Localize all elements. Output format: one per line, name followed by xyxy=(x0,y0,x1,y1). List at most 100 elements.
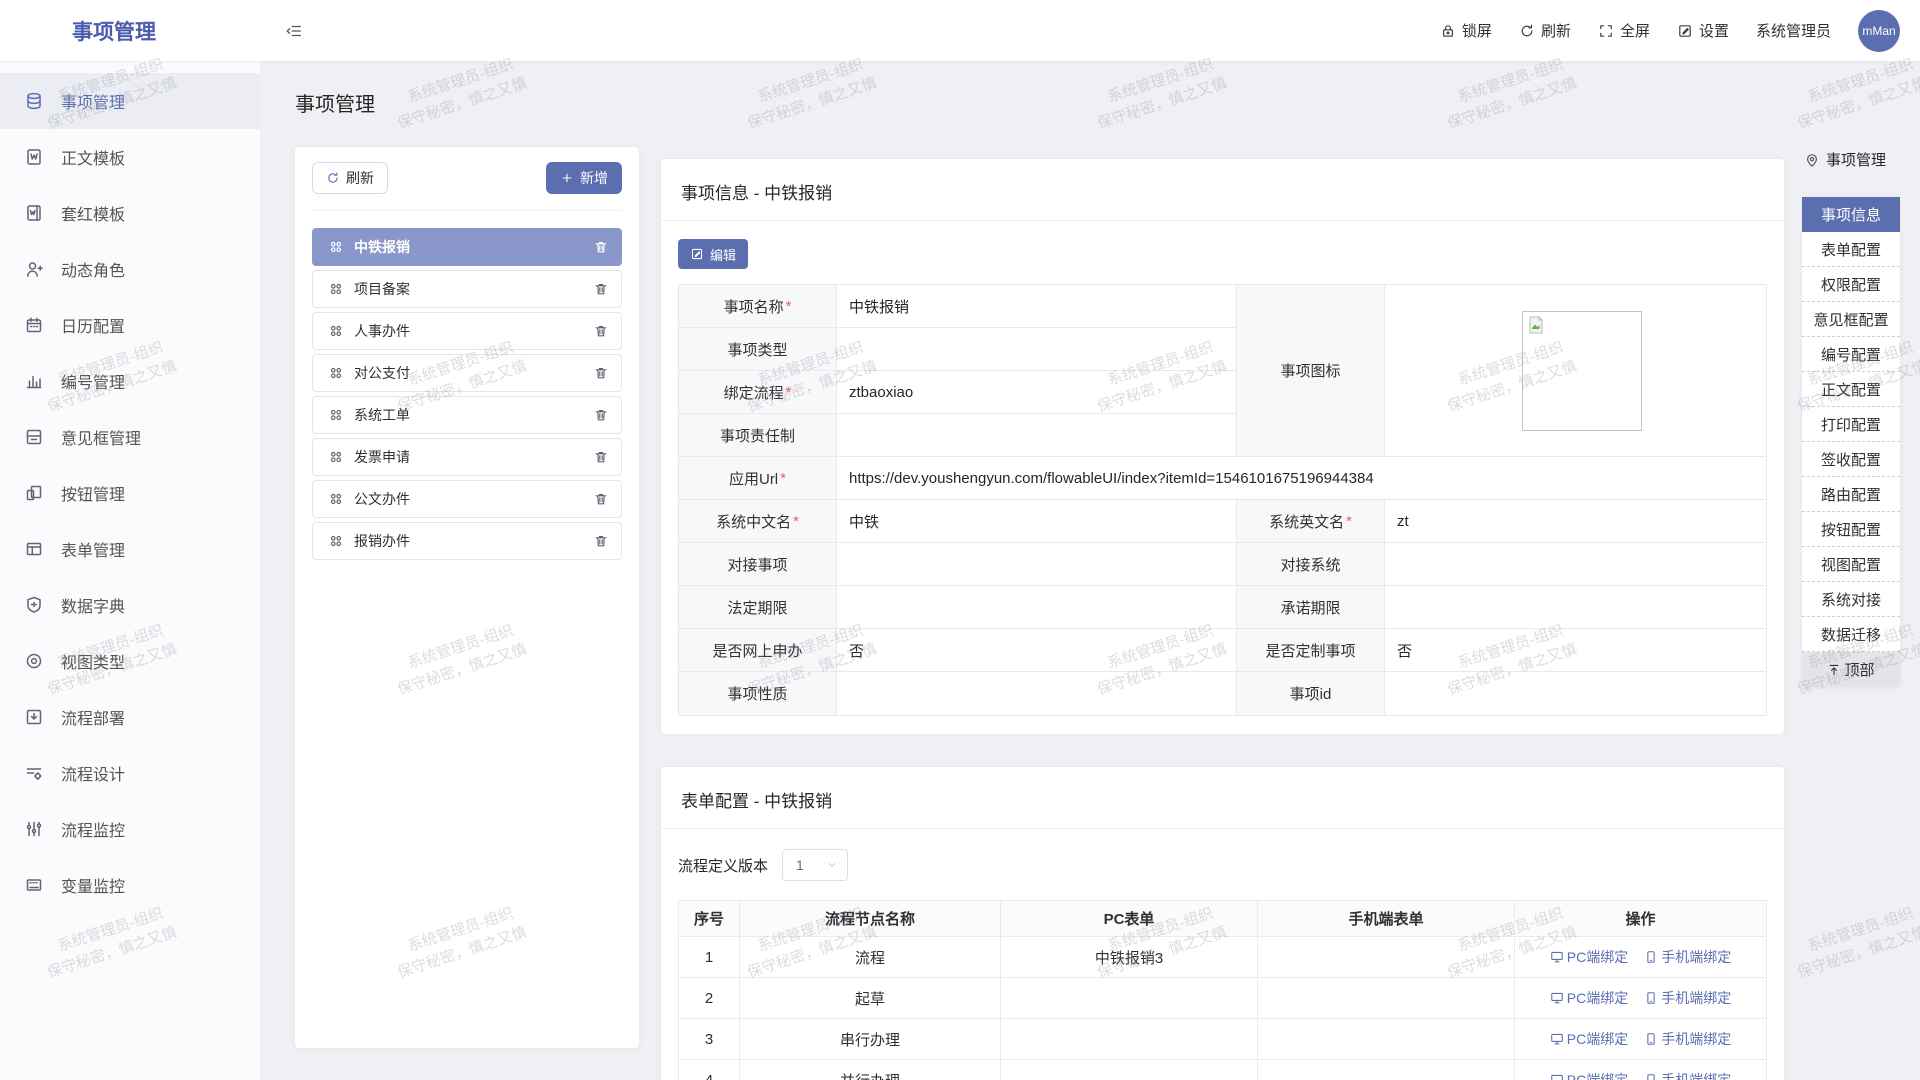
mobile-form xyxy=(1258,978,1515,1019)
anchor-item[interactable]: 表单配置 xyxy=(1802,232,1900,267)
sidebar-item[interactable]: 流程设计 xyxy=(0,745,260,801)
delete-icon[interactable] xyxy=(593,281,609,297)
mobile-bind-link[interactable]: 手机端绑定 xyxy=(1644,1029,1731,1049)
doc-template-icon xyxy=(24,147,44,167)
red-template-icon xyxy=(24,203,44,223)
sidebar-item[interactable]: 事项管理 xyxy=(0,73,260,129)
pc-bind-link[interactable]: PC端绑定 xyxy=(1550,947,1628,967)
grid-icon xyxy=(328,239,344,255)
item-list-row[interactable]: 人事办件 xyxy=(312,312,622,350)
field-label: 事项性质 xyxy=(679,672,837,715)
item-list-row[interactable]: 对公支付 xyxy=(312,354,622,392)
sidebar-item[interactable]: 数据字典 xyxy=(0,577,260,633)
field-label: 应用Url * xyxy=(679,457,837,500)
menu-fold-icon[interactable] xyxy=(285,22,303,40)
field-value xyxy=(837,414,1237,457)
list-refresh-button[interactable]: 刷新 xyxy=(312,162,388,194)
sidebar-item-label: 变量监控 xyxy=(61,879,126,896)
pc-bind-link[interactable]: PC端绑定 xyxy=(1550,988,1628,1008)
edit-button[interactable]: 编辑 xyxy=(678,239,749,269)
anchor-item[interactable]: 意见框配置 xyxy=(1802,302,1900,337)
lock-screen-button[interactable]: 锁屏 xyxy=(1440,20,1492,41)
top-header: 事项管理 锁屏 刷新 全屏 设置 系统管理员 mMan xyxy=(0,0,1920,61)
dictionary-icon xyxy=(24,595,44,615)
grid-icon xyxy=(328,323,344,339)
anchor-item[interactable]: 系统对接 xyxy=(1802,582,1900,617)
item-list-row[interactable]: 报销办件 xyxy=(312,522,622,560)
anchor-item[interactable]: 打印配置 xyxy=(1802,407,1900,442)
item-list-row[interactable]: 中铁报销 xyxy=(312,228,622,266)
dynamic-role-icon xyxy=(24,259,44,279)
sidebar-item[interactable]: 表单管理 xyxy=(0,521,260,577)
sidebar-item[interactable]: 意见框管理 xyxy=(0,409,260,465)
field-value xyxy=(1385,586,1766,629)
form-icon xyxy=(24,539,44,559)
plus-icon xyxy=(560,171,574,185)
pc-bind-link[interactable]: PC端绑定 xyxy=(1550,1029,1628,1049)
sidebar-item[interactable]: 动态角色 xyxy=(0,241,260,297)
version-select[interactable]: 1 xyxy=(782,849,849,881)
sidebar-item[interactable]: 正文模板 xyxy=(0,129,260,185)
item-list-row[interactable]: 系统工单 xyxy=(312,396,622,434)
sidebar-item[interactable]: 流程部署 xyxy=(0,689,260,745)
anchor-item[interactable]: 签收配置 xyxy=(1802,442,1900,477)
anchor-item[interactable]: 事项信息 xyxy=(1802,197,1900,232)
column-header: 手机端表单 xyxy=(1258,901,1515,937)
avatar[interactable]: mMan xyxy=(1858,9,1900,52)
item-name: 对公支付 xyxy=(354,365,410,381)
mobile-form xyxy=(1258,1019,1515,1060)
item-list: 中铁报销 项目备案 人事办件 对公支付 xyxy=(312,228,622,560)
sidebar-item[interactable]: 按钮管理 xyxy=(0,465,260,521)
settings-button[interactable]: 设置 xyxy=(1677,20,1729,41)
refresh-button[interactable]: 刷新 xyxy=(1519,20,1571,41)
add-item-button[interactable]: 新增 xyxy=(546,162,622,194)
delete-icon[interactable] xyxy=(593,533,609,549)
mobile-bind-link[interactable]: 手机端绑定 xyxy=(1644,947,1731,967)
item-list-row[interactable]: 项目备案 xyxy=(312,270,622,308)
anchor-item[interactable]: 路由配置 xyxy=(1802,477,1900,512)
delete-icon[interactable] xyxy=(593,239,609,255)
fullscreen-button[interactable]: 全屏 xyxy=(1598,20,1650,41)
pc-bind-link[interactable]: PC端绑定 xyxy=(1550,1070,1628,1080)
field-value: 否 xyxy=(837,629,1237,672)
node-name: 并行办理 xyxy=(740,1060,1001,1080)
sidebar-item[interactable]: 套红模板 xyxy=(0,185,260,241)
field-value: zt xyxy=(1385,500,1766,543)
anchor-item[interactable]: 编号配置 xyxy=(1802,337,1900,372)
anchor-item[interactable]: 视图配置 xyxy=(1802,547,1900,582)
item-icon-cell xyxy=(1385,285,1766,457)
item-name: 项目备案 xyxy=(354,281,410,297)
anchor-item[interactable]: 按钮配置 xyxy=(1802,512,1900,547)
sidebar-item[interactable]: 变量监控 xyxy=(0,857,260,913)
item-list-row[interactable]: 发票申请 xyxy=(312,438,622,476)
row-number: 3 xyxy=(679,1019,740,1060)
anchor-item[interactable]: 权限配置 xyxy=(1802,267,1900,302)
sidebar-item[interactable]: 流程监控 xyxy=(0,801,260,857)
column-header: 操作 xyxy=(1515,901,1766,937)
flow-node-table: 序号 流程节点名称 PC表单 手机端表单 操作 1 流程 中铁报销3 xyxy=(678,900,1767,1080)
mobile-bind-link[interactable]: 手机端绑定 xyxy=(1644,1070,1731,1080)
anchor-item[interactable]: 正文配置 xyxy=(1802,372,1900,407)
phone-icon xyxy=(1644,991,1658,1005)
field-label: 事项类型 xyxy=(679,328,837,371)
delete-icon[interactable] xyxy=(593,449,609,465)
sidebar-item[interactable]: 日历配置 xyxy=(0,297,260,353)
mobile-bind-link[interactable]: 手机端绑定 xyxy=(1644,988,1731,1008)
table-row: 3 串行办理 PC端绑定 手机端绑定 xyxy=(679,1019,1766,1060)
sidebar-item[interactable]: 视图类型 xyxy=(0,633,260,689)
field-value: 否 xyxy=(1385,629,1766,672)
item-icon-image xyxy=(1521,310,1642,431)
delete-icon[interactable] xyxy=(593,365,609,381)
back-to-top-button[interactable]: 顶部 xyxy=(1802,652,1900,687)
item-list-row[interactable]: 公文办件 xyxy=(312,480,622,518)
sidebar-item[interactable]: 编号管理 xyxy=(0,353,260,409)
field-label: 法定期限 xyxy=(679,586,837,629)
delete-icon[interactable] xyxy=(593,407,609,423)
delete-icon[interactable] xyxy=(593,323,609,339)
delete-icon[interactable] xyxy=(593,491,609,507)
phone-icon xyxy=(1644,1073,1658,1080)
mobile-form xyxy=(1258,1060,1515,1080)
back-top-icon xyxy=(1827,663,1841,677)
anchor-item[interactable]: 数据迁移 xyxy=(1802,617,1900,652)
row-number: 2 xyxy=(679,978,740,1019)
